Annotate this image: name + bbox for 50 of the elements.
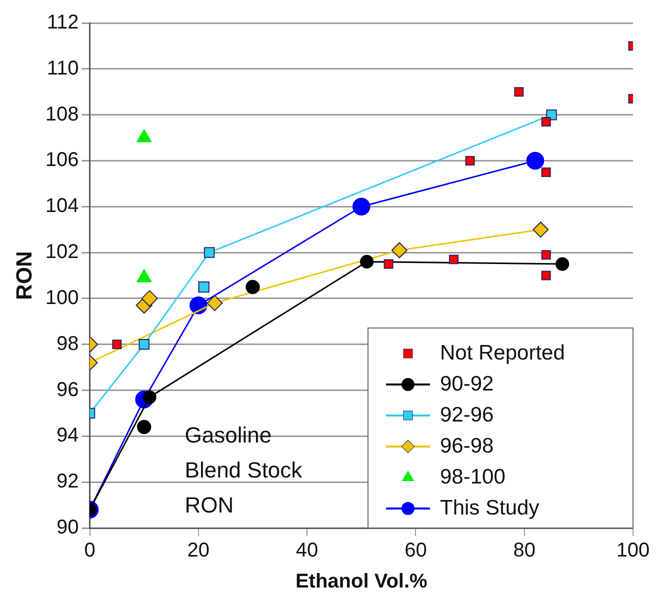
point xyxy=(138,338,150,350)
y-tick-label: 112 xyxy=(46,12,79,34)
legend-label: Not Reported xyxy=(440,341,565,364)
y-axis-title: RON xyxy=(11,251,36,300)
legend-label: 92-96 xyxy=(440,403,494,426)
point xyxy=(532,222,549,238)
point xyxy=(541,116,551,126)
x-tick-label: 80 xyxy=(513,540,536,562)
point xyxy=(136,420,152,434)
x-tick-label: 60 xyxy=(404,540,427,562)
point xyxy=(360,254,374,269)
legend-label: 90-92 xyxy=(440,372,494,396)
point xyxy=(448,254,458,264)
y-tick-label: 94 xyxy=(56,424,79,447)
y-tick-label: 100 xyxy=(45,286,79,309)
point xyxy=(541,167,551,177)
point xyxy=(246,280,260,294)
legend-label: 98-100 xyxy=(440,465,506,488)
y-tick-label: 90 xyxy=(56,516,79,539)
point xyxy=(541,270,551,280)
y-tick-label: 98 xyxy=(56,332,79,355)
legend-label: 96-98 xyxy=(440,434,494,458)
y-tick-label: 92 xyxy=(56,470,79,493)
x-tick-label: 20 xyxy=(187,540,210,562)
point xyxy=(204,247,215,258)
y-tick-label: 102 xyxy=(45,241,79,264)
point xyxy=(541,250,551,260)
point xyxy=(352,198,370,216)
point xyxy=(141,290,158,307)
legend-label: This Study xyxy=(440,496,540,520)
x-tick-label: 0 xyxy=(84,540,96,562)
x-tick-label: 100 xyxy=(616,540,650,562)
point xyxy=(514,87,524,97)
x-axis-title: Ethanol Vol.% xyxy=(295,570,428,593)
y-tick-label: 108 xyxy=(45,103,79,126)
point xyxy=(526,152,544,170)
point xyxy=(391,242,408,258)
point xyxy=(465,156,475,166)
y-tick-label: 96 xyxy=(56,378,79,401)
y-tick-label: 110 xyxy=(46,57,79,80)
point xyxy=(384,259,394,269)
point xyxy=(190,296,208,314)
point xyxy=(112,340,122,350)
y-tick-label: 106 xyxy=(45,149,79,172)
point xyxy=(206,295,223,312)
y-tick-label: 104 xyxy=(45,195,79,218)
annotation: Gasoline Blend Stock RON xyxy=(184,422,304,518)
point xyxy=(556,257,570,271)
point xyxy=(198,281,210,293)
x-tick-label: 40 xyxy=(296,540,318,562)
